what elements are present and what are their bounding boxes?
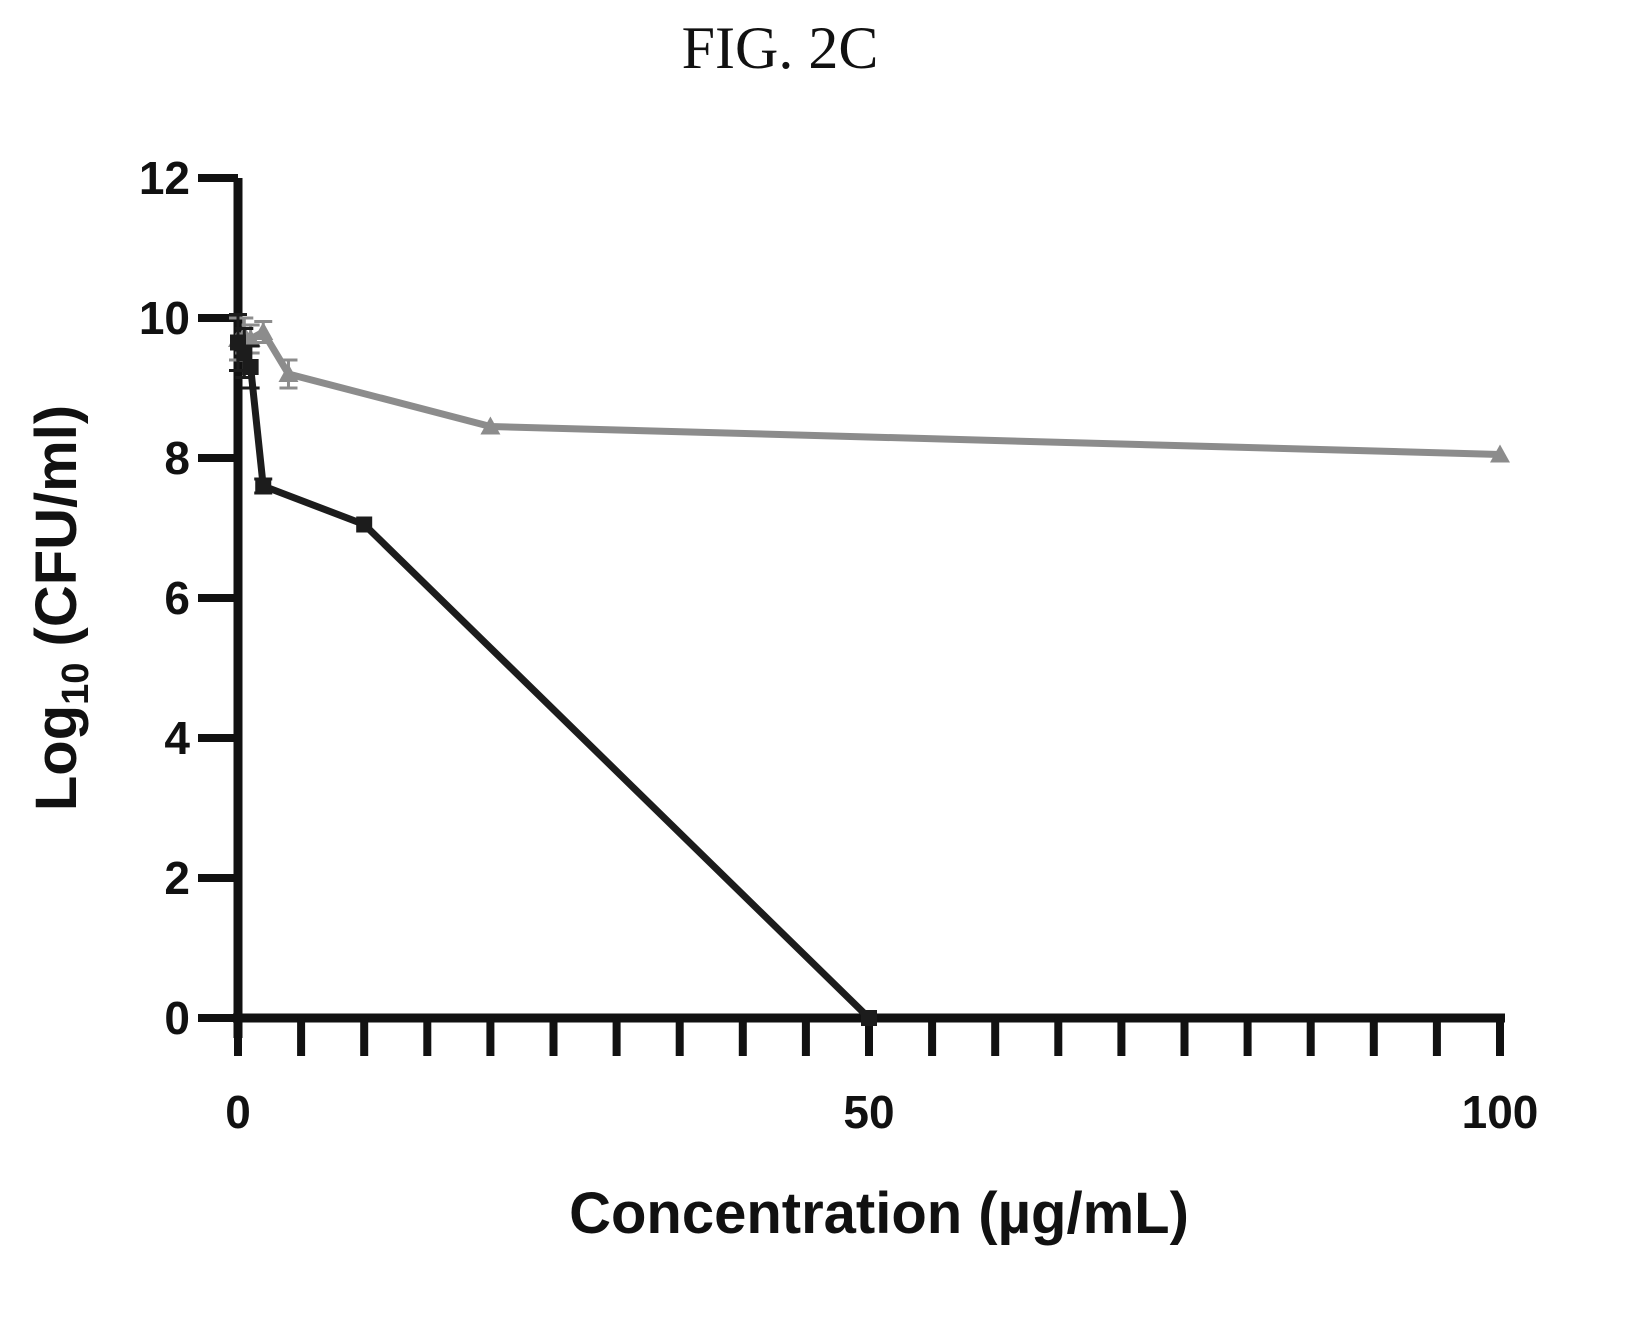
y-tick-label: 2 xyxy=(164,852,190,904)
y-axis-label-prefix: Log xyxy=(24,705,89,811)
x-axis-label: Concentration (µg/mL) xyxy=(569,1181,1189,1246)
series-2 xyxy=(229,313,877,1026)
data-point xyxy=(278,364,299,382)
data-point xyxy=(356,516,373,533)
data-point xyxy=(480,416,501,435)
data-point xyxy=(255,478,272,494)
y-tick-label: 4 xyxy=(164,712,190,764)
series-line xyxy=(236,328,1501,458)
y-axis-label-subscript: 10 xyxy=(55,663,97,705)
series-1 xyxy=(228,316,1510,463)
data-point xyxy=(1490,444,1510,463)
x-tick-label: 50 xyxy=(843,1086,894,1138)
figure-title: FIG. 2C xyxy=(681,15,879,81)
y-axis-label: Log10 (CFU/ml) xyxy=(24,405,97,811)
data-point xyxy=(236,345,253,361)
x-tick-label: 0 xyxy=(225,1086,251,1138)
y-tick-label: 0 xyxy=(164,992,190,1044)
y-tick-label: 10 xyxy=(139,292,190,344)
y-tick-label: 8 xyxy=(164,432,190,484)
data-point xyxy=(242,359,259,375)
data-point xyxy=(253,322,274,340)
y-axis-label-suffix: (CFU/ml) xyxy=(24,405,89,663)
ticks: 0 2 4 6 8 10 12 0 50 100 xyxy=(139,152,1539,1138)
axes xyxy=(233,178,1505,1038)
series-line xyxy=(234,340,872,1021)
series-layer xyxy=(228,313,1510,1026)
y-tick-label: 12 xyxy=(139,152,190,204)
y-tick-label: 6 xyxy=(164,572,190,624)
x-tick-label: 100 xyxy=(1462,1086,1539,1138)
data-point xyxy=(861,1010,877,1026)
